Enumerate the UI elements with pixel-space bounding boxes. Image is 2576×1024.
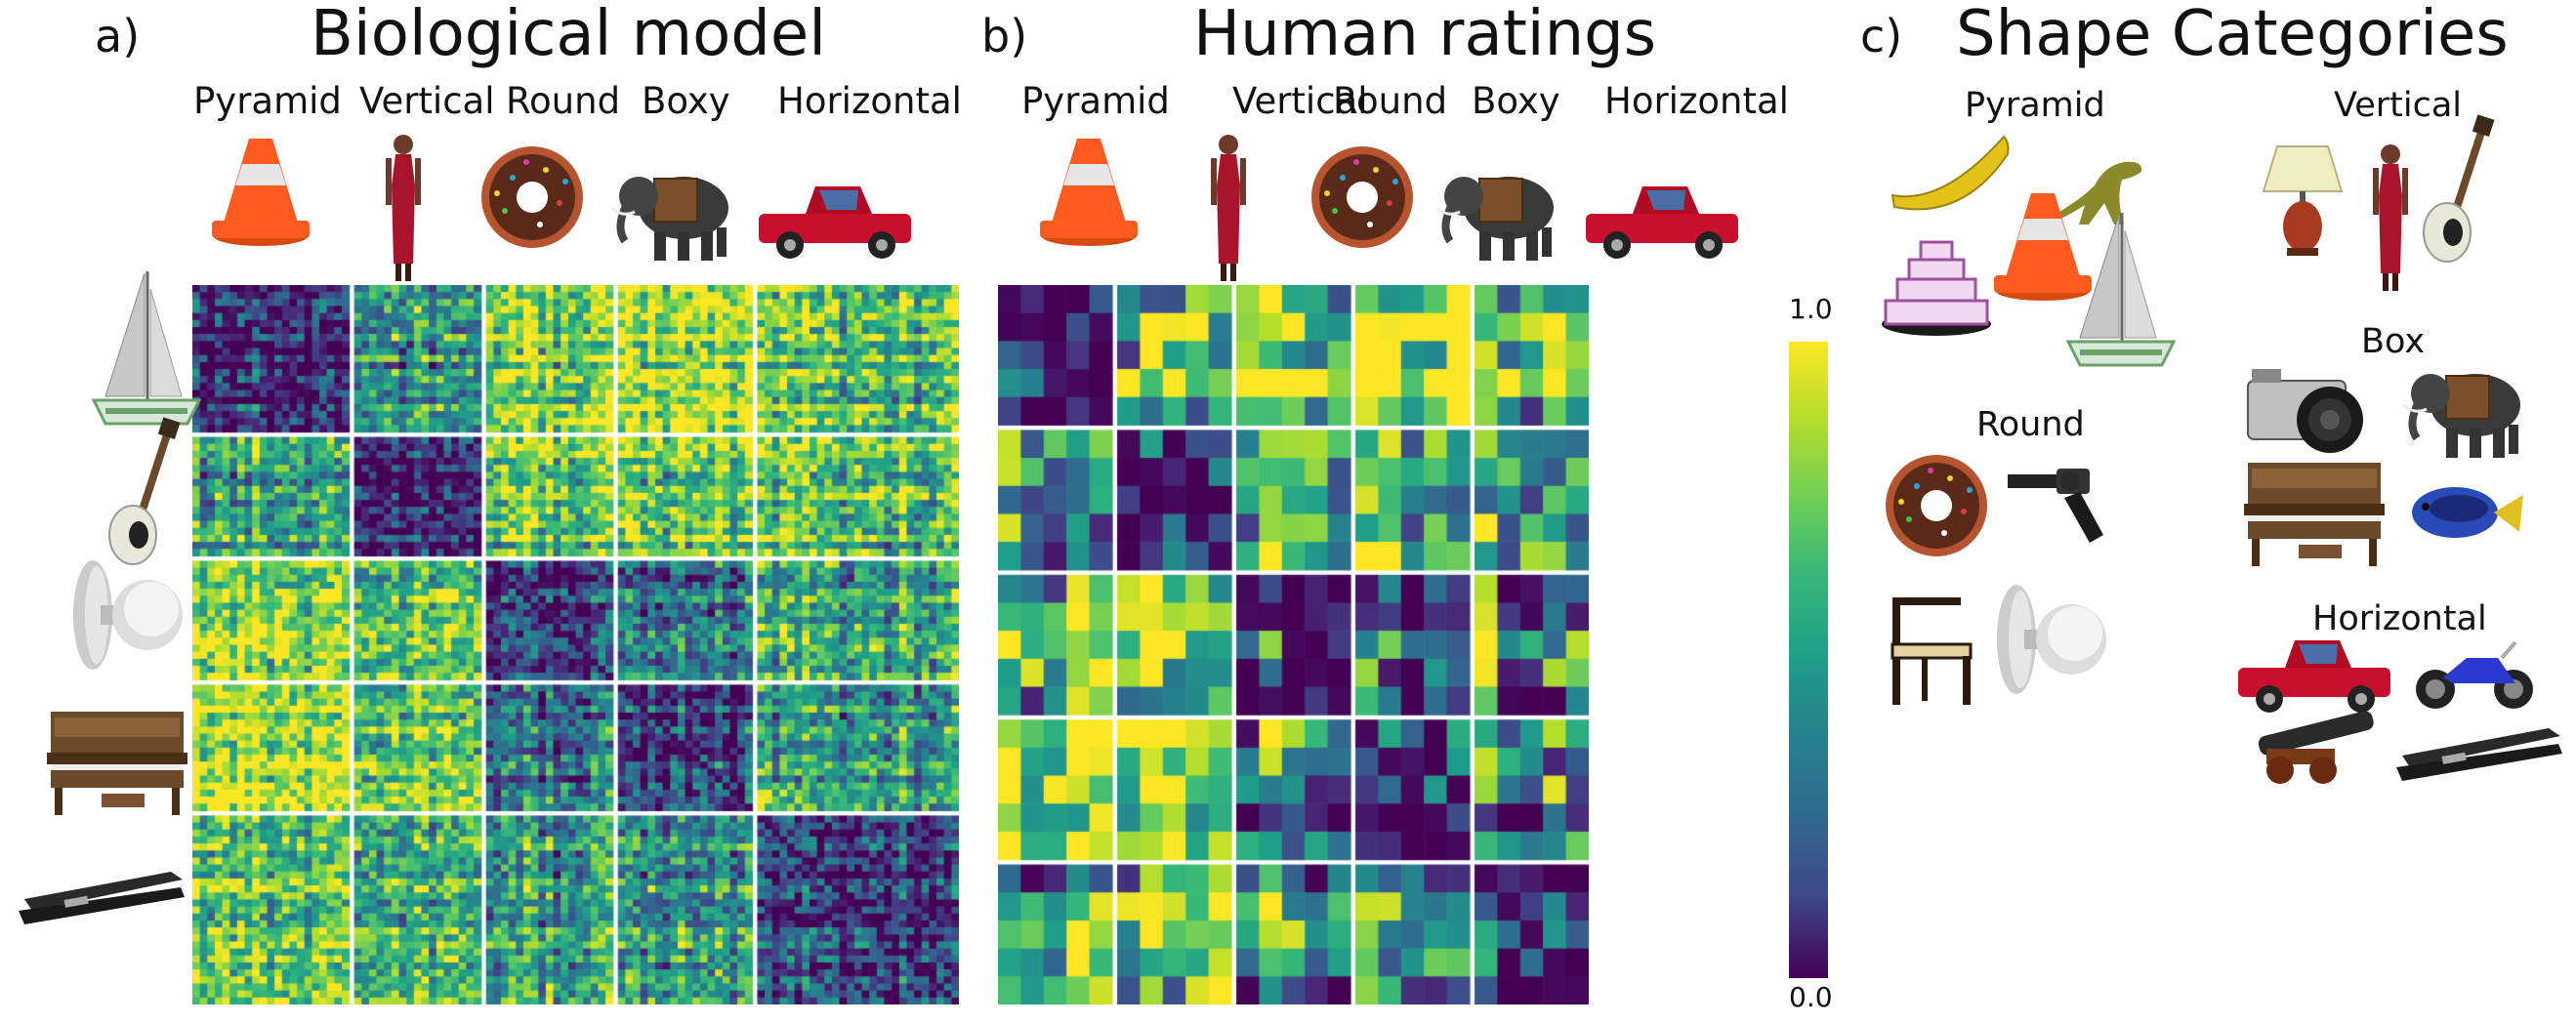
group-label-pyramid: Pyramid [1965,86,2105,125]
colorbar [1789,342,1828,978]
pickup-truck-icon [1586,186,1738,259]
electric-guitar-icon [108,416,182,565]
colorbar-max-label: 1.0 [1789,293,1833,325]
donut-icon [1311,146,1413,248]
human-ratings-heatmap [998,285,1589,1004]
standing-woman-icon [1211,135,1246,281]
standing-woman-icon [386,135,421,281]
pickup-truck-icon [759,186,911,259]
panel-a-category-horizontal: Horizontal [777,80,962,122]
panel-b-category-horizontal: Horizontal [1604,80,1789,122]
panel-b-category-pyramid: Pyramid [1021,80,1170,122]
panel-b-letter: b) [981,10,1028,62]
traffic-cone-icon [1040,139,1138,246]
chair-icon [1890,595,1973,707]
panel-a-category-round: Round [506,80,621,122]
sailboat-icon [92,269,201,426]
biological-model-heatmap [192,285,959,1004]
panel-b-category-round: Round [1333,80,1448,122]
fish-icon [2412,487,2523,538]
upright-piano-icon [47,712,187,815]
panel-a-title: Biological model [311,0,826,70]
camera-icon [2247,368,2364,454]
donut-icon [481,146,583,248]
panel-c-letter: c) [1860,10,1903,62]
upright-piano-icon [2244,463,2385,566]
electric-guitar-icon [2423,113,2496,263]
elephant-icon [2403,374,2520,458]
panel-b-category-boxy: Boxy [1472,80,1560,122]
door-knob-icon [73,560,183,670]
panel-c-title: Shape Categories [1956,0,2509,70]
donut-icon [1886,455,1987,556]
banana-icon [1891,136,2010,211]
layer-cake-icon [1880,240,1993,338]
group-label-horizontal: Horizontal [2312,599,2487,638]
panel-b-title: Human ratings [1193,0,1657,70]
stapler-icon [2396,728,2562,781]
traffic-cone-icon [212,139,310,246]
stapler-icon [19,872,185,924]
panel-a-category-pyramid: Pyramid [193,80,342,122]
group-label-round: Round [1976,405,2085,444]
table-lamp-icon [2263,145,2343,257]
standing-woman-icon [2373,144,2408,291]
panel-a-letter: a) [95,10,141,62]
pickup-truck-icon [2238,640,2390,713]
panel-a-category-vertical: Vertical [359,80,495,122]
elephant-icon [1436,177,1554,261]
door-knob-icon [1997,585,2106,694]
colorbar-min-label: 0.0 [1789,981,1833,1013]
elephant-icon [611,177,728,261]
revolver-icon [2008,469,2103,543]
cannon-icon [2257,709,2376,784]
group-label-vertical: Vertical [2334,86,2463,125]
panel-b-category-vertical: Vertical [1232,80,1368,122]
motorcycle-icon [2414,640,2535,711]
panel-a-category-boxy: Boxy [642,80,730,122]
group-label-box: Box [2361,322,2426,361]
